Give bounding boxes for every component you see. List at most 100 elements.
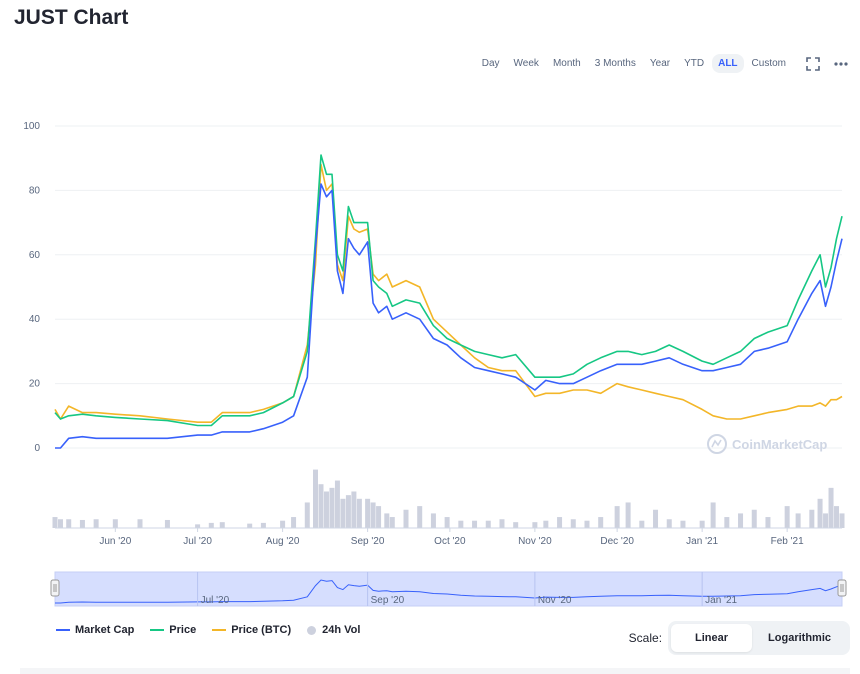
range-3months-button[interactable]: 3 Months [594,58,636,69]
handle-grip [50,579,60,597]
market-cap-swatch [56,629,70,631]
scale-selector: Scale: Linear Logarithmic [629,621,850,655]
volume-bar [710,502,716,528]
handle-grip [837,579,847,597]
volume-bar [751,509,757,528]
chart-legend: Market Cap Price Price (BTC) 24h Vol [56,624,376,636]
x-tick-label: Jul '20 [183,536,212,547]
volume-bar [280,520,286,528]
x-tick-label: Jan '21 [686,536,718,547]
volume-bar [738,513,744,528]
volume-bar [839,513,845,528]
navigator-tick-label: Jan '21 [705,595,737,606]
volume-bar [485,520,491,528]
range-custom-button[interactable]: Custom [751,58,786,69]
legend-24h-vol-label: 24h Vol [322,624,361,636]
range-ytd-button[interactable]: YTD [684,58,705,69]
x-tick-label: Oct '20 [434,536,466,547]
volume-bar [376,506,382,528]
y-tick-label: 60 [29,250,41,261]
volume-bar [614,506,620,528]
volume-bar [304,502,310,528]
volume-bar [532,522,538,528]
volume-bar [724,517,730,528]
volume-bar [219,522,225,528]
price-line [54,154,843,427]
volume-bar [260,522,266,528]
volume-bar [79,519,85,528]
market-cap-line [55,183,843,449]
volume-bar [472,520,478,528]
volume-bar [313,469,319,528]
volume-bar [765,517,771,528]
range-all-button[interactable]: ALL [712,54,744,73]
volume-bar [557,517,563,528]
volume-bar [543,520,549,528]
y-tick-label: 80 [29,185,41,196]
volume-bar [334,480,340,528]
volume-bar [247,523,253,528]
navigator-handle-right[interactable] [837,579,847,597]
price-chart[interactable]: 0 20 40 60 80 100 CoinMarketCap Jun '20 Jul '20 A… [0,0,860,620]
volume-bar [291,517,297,528]
navigator-line [55,579,843,604]
volume-bar [784,506,790,528]
navigator-tick-label: Sep '20 [371,595,405,606]
fullscreen-icon[interactable] [806,56,820,71]
x-tick-label: Jun '20 [99,536,131,547]
volume-bar [57,519,63,528]
price-btc-swatch [212,629,227,631]
volume-bar [93,519,99,528]
legend-24h-vol[interactable]: 24h Vol [307,624,360,636]
volume-bar [834,506,840,528]
vol-dot [307,625,317,635]
navigator-handle-left[interactable] [50,579,60,597]
volume-bar [345,495,351,528]
y-tick-label: 20 [29,379,41,390]
page-title: JUST Chart [14,6,129,29]
navigator-tick-label: Jul '20 [201,595,230,606]
y-tick-label: 100 [23,121,40,132]
y-tick-label: 40 [29,314,41,325]
volume-bar [625,502,631,528]
x-tick-label: Dec '20 [600,536,634,547]
volume-bar [112,519,118,528]
scale-label: Scale: [628,631,663,645]
volume-bar [323,491,329,528]
volume-bar [403,509,409,528]
volume-bar [340,498,346,528]
scale-log-button[interactable]: Logarithmic [768,632,831,644]
volume-bar [444,517,450,528]
x-tick-label: Feb '21 [771,536,804,547]
scale-linear-button[interactable]: Linear [671,624,753,652]
volume-bar [351,491,357,528]
legend-market-cap[interactable]: Market Cap [56,624,134,636]
volume-bar [384,513,390,528]
legend-price-btc-label: Price (BTC) [231,624,292,636]
legend-price[interactable]: Price [150,624,196,636]
volume-bar [137,519,143,528]
x-tick-label: Aug '20 [266,536,300,547]
volume-bar [639,520,645,528]
more-horizontal-icon[interactable] [834,61,848,66]
volume-bar [389,517,395,528]
legend-price-btc[interactable]: Price (BTC) [212,624,291,636]
volume-bar [164,519,170,528]
volume-bar [370,502,376,528]
range-week-button[interactable]: Week [513,58,539,69]
legend-market-cap-label: Market Cap [75,624,135,636]
range-month-button[interactable]: Month [552,58,581,69]
range-year-button[interactable]: Year [649,58,671,69]
y-tick-label: 0 [34,443,40,454]
volume-bar [795,513,801,528]
volume-bar [417,506,423,528]
volume-bar [52,517,58,528]
range-day-button[interactable]: Day [481,58,500,69]
watermark-mark [711,439,722,448]
watermark: CoinMarketCap [707,434,827,454]
volume-bar [430,513,436,528]
volume-bar [584,520,590,528]
price-swatch [150,629,165,631]
volume-bar [699,520,705,528]
volume-bar [513,522,519,528]
